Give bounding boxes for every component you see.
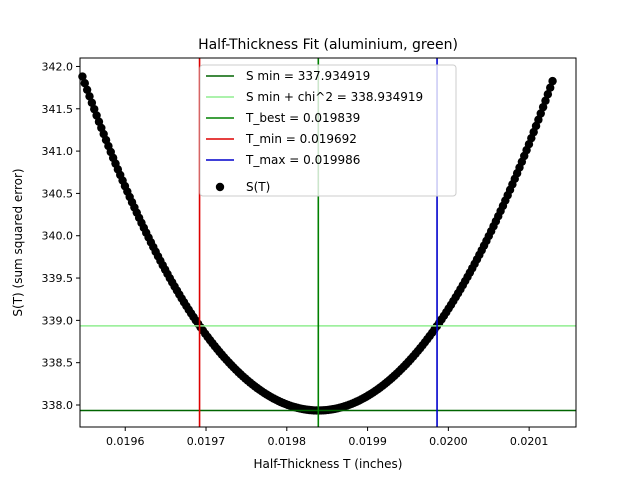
x-axis-ticks: 0.0196 0.0197 0.0198 0.0199 0.0200 0.0201 <box>106 427 548 448</box>
legend-label: S min + chi^2 = 338.934919 <box>246 90 423 104</box>
y-tick-label: 342.0 <box>42 60 74 73</box>
x-tick-label: 0.0201 <box>510 435 549 448</box>
x-tick-label: 0.0197 <box>187 435 226 448</box>
y-tick-label: 338.0 <box>42 399 74 412</box>
scatter-point <box>90 104 99 114</box>
scatter-point <box>541 96 550 105</box>
y-tick-label: 338.5 <box>42 357 74 370</box>
x-tick-label: 0.0198 <box>268 435 307 448</box>
y-tick-label: 341.0 <box>42 145 74 158</box>
x-tick-label: 0.0199 <box>348 435 387 448</box>
y-tick-label: 339.5 <box>42 272 74 285</box>
scatter-point <box>536 109 545 118</box>
y-tick-label: 339.0 <box>42 314 74 327</box>
y-tick-label: 340.5 <box>42 187 74 200</box>
plot-frame <box>79 57 577 428</box>
scatter-point <box>87 98 97 107</box>
scatter-point <box>85 92 94 101</box>
legend-label: T_best = 0.019839 <box>245 111 360 125</box>
scatter-point <box>538 102 548 112</box>
scatter-point <box>546 83 555 92</box>
plot-area <box>78 57 577 428</box>
legend-label: T_min = 0.019692 <box>245 132 357 146</box>
legend-label: T_max = 0.019986 <box>245 153 360 167</box>
scatter-point <box>548 76 557 86</box>
legend-frame <box>199 64 457 197</box>
scatter-point <box>82 85 92 94</box>
scatter-point <box>543 90 553 99</box>
y-axis-label: S(T) (sum squared error) <box>11 168 25 316</box>
legend-label: S(T) <box>246 180 270 194</box>
legend-label: S min = 337.934919 <box>246 69 370 83</box>
x-tick-label: 0.0196 <box>106 435 145 448</box>
y-axis-ticks: 338.0 338.5 339.0 339.5 340.0 340.5 341.0 341.5… <box>42 60 80 412</box>
scatter-point <box>80 78 89 88</box>
legend-marker-swatch <box>215 182 225 192</box>
y-tick-label: 341.5 <box>42 103 74 116</box>
chart-title: Half-Thickness Fit (aluminium, green) <box>198 37 458 53</box>
legend: S min = 337.934919 S min + chi^2 = 338.93… <box>199 64 457 197</box>
legend-items: S min = 337.934919 S min + chi^2 = 338.93… <box>206 69 423 194</box>
x-tick-label: 0.0200 <box>429 435 468 448</box>
y-tick-label: 340.0 <box>42 230 74 243</box>
x-axis-label: Half-Thickness T (inches) <box>254 457 403 471</box>
